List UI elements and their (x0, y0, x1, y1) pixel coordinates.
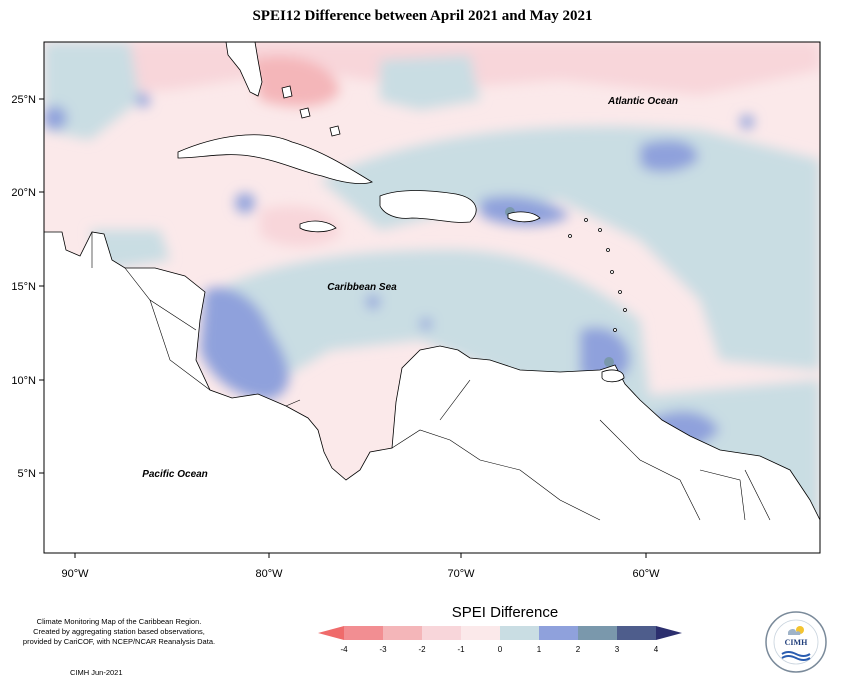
axis-ticks (39, 98, 647, 558)
legend-swatch (500, 626, 539, 640)
x-tick-90w: 90°W (61, 568, 89, 580)
credit-line-2: Created by aggregating station based obs… (33, 627, 205, 636)
credit-line-1: Climate Monitoring Map of the Caribbean … (36, 617, 202, 626)
x-tick-70w: 70°W (447, 568, 475, 580)
land-masses (44, 42, 820, 553)
legend-swatch (461, 626, 500, 640)
legend-tick-label: -4 (340, 645, 348, 654)
legend-swatch (344, 626, 383, 640)
legend-tick-label: 3 (615, 645, 620, 654)
x-tick-60w: 60°W (632, 568, 660, 580)
legend-swatch (578, 626, 617, 640)
legend-tick-label: 0 (498, 645, 503, 654)
caribbean-sea-label: Caribbean Sea (327, 282, 397, 293)
credit-date: CIMH Jun-2021 (70, 668, 123, 677)
y-tick-10n: 10°N (11, 375, 36, 387)
x-tick-80w: 80°W (255, 568, 283, 580)
credit-text: Climate Monitoring Map of the Caribbean … (14, 617, 224, 647)
credit-line-3: provided by CariCOF, with NCEP/NCAR Rean… (22, 637, 216, 646)
legend-tick-label: 1 (537, 645, 542, 654)
legend-tick-label: -3 (379, 645, 387, 654)
map-title: SPEI12 Difference between April 2021 and… (252, 8, 593, 24)
legend-arrow-high (656, 626, 682, 640)
y-tick-5n: 5°N (18, 468, 37, 480)
legend-swatch (422, 626, 461, 640)
color-legend: -4 -3 -2 -1 0 1 2 3 4 (318, 626, 682, 654)
atlantic-ocean-label: Atlantic Ocean (607, 96, 678, 107)
legend-swatch (383, 626, 422, 640)
legend-tick-label: -2 (418, 645, 426, 654)
legend-tick-label: 4 (654, 645, 659, 654)
logo-name: CIMH (784, 638, 808, 647)
pacific-ocean-label: Pacific Ocean (142, 469, 208, 480)
country-borders (91, 232, 771, 521)
map-frame (43, 41, 821, 554)
cimh-logo-icon (765, 611, 827, 673)
legend-arrow-low (318, 626, 344, 640)
y-tick-15n: 15°N (11, 281, 36, 293)
y-tick-25n: 25°N (11, 94, 36, 106)
legend-swatch (617, 626, 656, 640)
legend-swatch (539, 626, 578, 640)
legend-title: SPEI Difference (451, 604, 559, 621)
legend-tick-label: 2 (576, 645, 581, 654)
y-tick-20n: 20°N (11, 187, 36, 199)
legend-tick-label: -1 (457, 645, 465, 654)
spei-field (44, 42, 820, 553)
